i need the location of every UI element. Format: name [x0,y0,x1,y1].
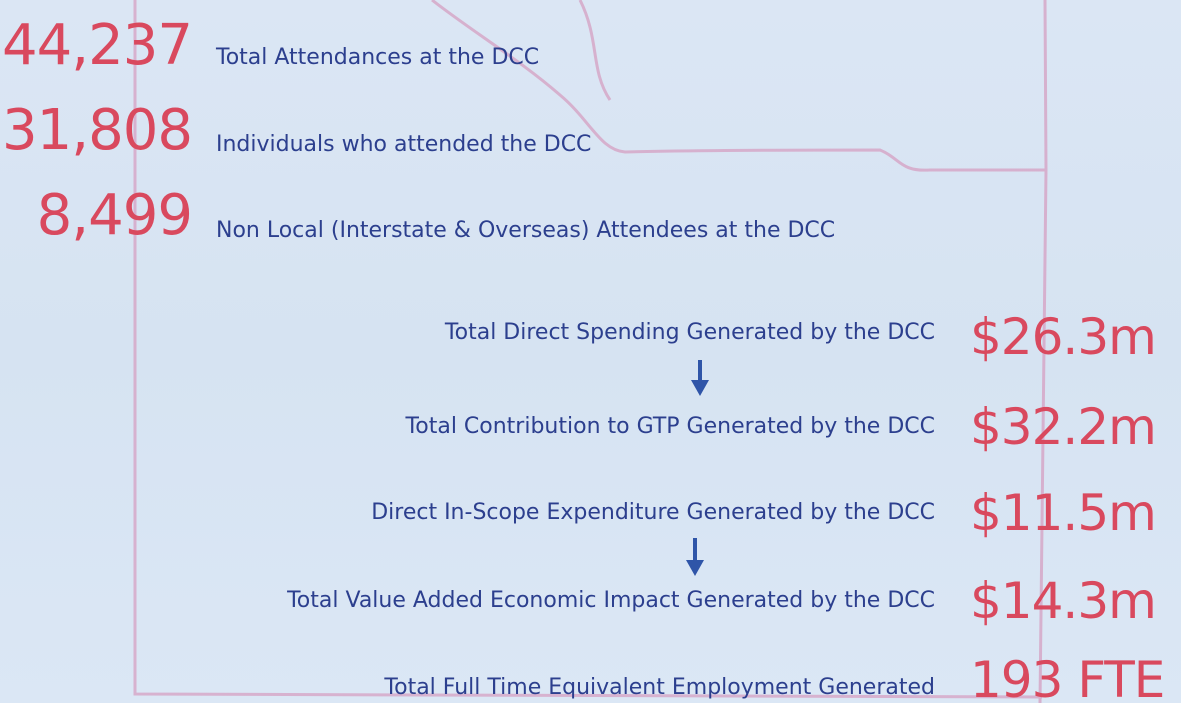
impact-label: Total Value Added Economic Impact Genera… [287,588,935,613]
impact-value: $14.3m [970,572,1157,630]
stat-value: 8,499 [36,183,193,248]
stat-value: 31,808 [2,98,193,163]
stat-label: Individuals who attended the DCC [216,132,592,157]
impact-label: Direct In-Scope Expenditure Generated by… [371,500,935,525]
stat-value: 44,237 [2,13,193,78]
arrow-head [686,560,704,576]
stat-label: Non Local (Interstate & Overseas) Attend… [216,218,836,243]
impact-value: 193 FTE [970,651,1165,703]
stat-label: Total Attendances at the DCC [216,45,540,70]
impact-label: Total Full Time Equivalent Employment Ge… [384,675,935,700]
impact-value: $11.5m [970,484,1157,542]
impact-label: Total Contribution to GTP Generated by t… [405,414,935,439]
impact-label: Total Direct Spending Generated by the D… [444,320,935,345]
impact-value: $32.2m [970,398,1157,456]
arrow-head [691,380,709,396]
impact-value: $26.3m [970,308,1157,366]
